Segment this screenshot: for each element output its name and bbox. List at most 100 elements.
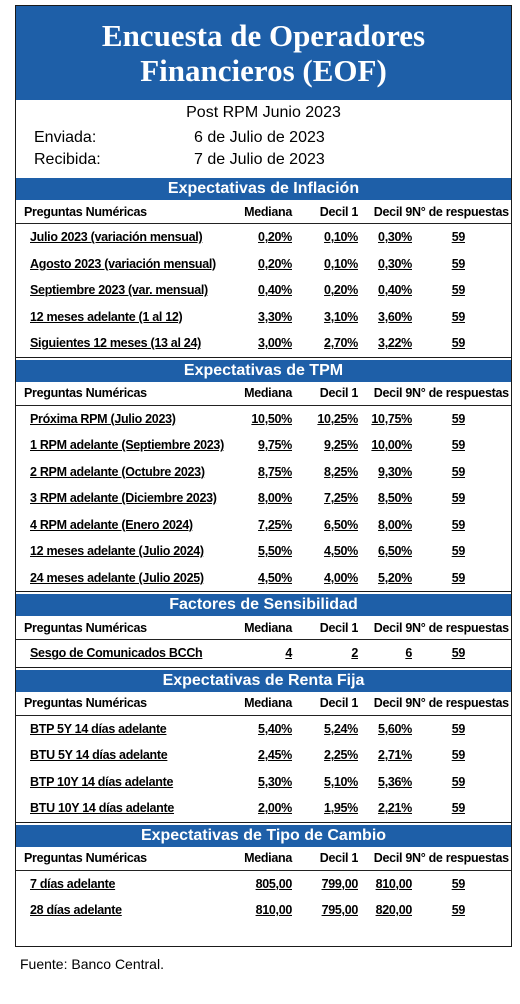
decil-9-cell: 6 bbox=[405, 646, 412, 661]
decil-9-cell: 2,21% bbox=[378, 801, 412, 816]
decil-1-cell: 799,00 bbox=[321, 876, 359, 891]
median-cell: 8,75% bbox=[258, 464, 292, 479]
decil-1-cell: 5,24% bbox=[324, 721, 358, 736]
responses-cell: 59 bbox=[451, 774, 466, 789]
decil-1-cell: 8,25% bbox=[324, 464, 358, 479]
question-cell: 1 RPM adelante (Septiembre 2023) bbox=[30, 438, 224, 453]
table-header: Preguntas Numéricas Mediana Decil 1 Decil 9… bbox=[16, 200, 511, 224]
decil-1-cell: 2,25% bbox=[324, 748, 358, 763]
median-cell: 3,00% bbox=[258, 336, 292, 351]
median-cell: 0,40% bbox=[258, 283, 292, 298]
title-line-2: Financieros (EOF) bbox=[140, 53, 387, 88]
decil-1-cell: 4,00% bbox=[324, 570, 358, 585]
section: Expectativas de Tipo de Cambio Preguntas … bbox=[16, 824, 511, 924]
median-cell: 5,50% bbox=[258, 544, 292, 559]
decil-1-cell: 3,10% bbox=[324, 309, 358, 324]
column-header-question: Preguntas Numéricas bbox=[24, 204, 147, 219]
column-header-median: Mediana bbox=[244, 696, 292, 710]
decil-9-cell: 2,71% bbox=[378, 748, 412, 763]
decil-9-cell: 10,00% bbox=[371, 438, 412, 453]
section-title: Expectativas de Tipo de Cambio bbox=[16, 824, 511, 847]
responses-cell: 59 bbox=[451, 491, 466, 506]
question-cell: BTP 10Y 14 días adelante bbox=[30, 774, 174, 789]
sections-container: Expectativas de Inflación Preguntas Numér… bbox=[16, 178, 511, 924]
decil-9-cell: 8,00% bbox=[378, 517, 412, 532]
section-title: Expectativas de Renta Fija bbox=[16, 669, 511, 692]
responses-cell: 59 bbox=[451, 570, 466, 585]
column-header-question: Preguntas Numéricas bbox=[24, 851, 147, 865]
table-header: Preguntas Numéricas Mediana Decil 1 Decil 9… bbox=[16, 616, 511, 640]
median-cell: 2,45% bbox=[258, 748, 292, 763]
median-cell: 3,30% bbox=[258, 309, 292, 324]
median-cell: 7,25% bbox=[258, 517, 292, 532]
question-cell: 7 días adelante bbox=[30, 876, 116, 891]
table-row: Agosto 2023 (variación mensual) 0,20% 0,10… bbox=[16, 251, 511, 278]
decil-9-cell: 6,50% bbox=[378, 544, 412, 559]
responses-cell: 59 bbox=[451, 230, 466, 245]
column-header-d9: Decil 9 bbox=[373, 620, 413, 635]
section-title: Factores de Sensibilidad bbox=[16, 594, 511, 616]
question-cell: 12 meses adelante (1 al 12) bbox=[30, 309, 183, 324]
sent-value: 6 de Julio de 2023 bbox=[194, 129, 325, 146]
section: Expectativas de Renta Fija Preguntas Numé… bbox=[16, 669, 511, 825]
survey-meta: Post RPM Junio 2023 Enviada: 6 de Julio … bbox=[16, 100, 511, 178]
decil-1-cell: 795,00 bbox=[321, 903, 359, 918]
table-row: BTU 5Y 14 días adelante 2,45% 2,25% 2,71% 59 bbox=[16, 742, 511, 769]
table-row: 7 días adelante 805,00 799,00 810,00 59 bbox=[16, 871, 511, 898]
question-cell: 24 meses adelante (Julio 2025) bbox=[30, 570, 204, 585]
table-row: 2 RPM adelante (Octubre 2023) 8,75% 8,25% 9… bbox=[16, 459, 511, 486]
column-header-question: Preguntas Numéricas bbox=[24, 696, 147, 710]
table-row: 24 meses adelante (Julio 2025) 4,50% 4,00%… bbox=[16, 565, 511, 592]
table-row: 1 RPM adelante (Septiembre 2023) 9,75% 9,2… bbox=[16, 432, 511, 459]
median-cell: 2,00% bbox=[258, 801, 292, 816]
table-row: 4 RPM adelante (Enero 2024) 7,25% 6,50% 8,0… bbox=[16, 512, 511, 539]
decil-1-cell: 2,70% bbox=[324, 336, 358, 351]
section-title: Expectativas de TPM bbox=[16, 359, 511, 382]
title-line-1: Encuesta de Operadores bbox=[101, 18, 426, 53]
source-footer: Fuente: Banco Central. bbox=[20, 956, 164, 972]
decil-9-cell: 5,60% bbox=[378, 721, 412, 736]
table-row: Siguientes 12 meses (13 al 24) 3,00% 2,70%… bbox=[16, 330, 511, 357]
responses-cell: 59 bbox=[451, 256, 466, 271]
question-cell: 4 RPM adelante (Enero 2024) bbox=[30, 517, 193, 532]
decil-1-cell: 5,10% bbox=[324, 774, 358, 789]
decil-1-cell: 0,20% bbox=[324, 283, 358, 298]
column-header-median: Mediana bbox=[244, 386, 292, 400]
responses-cell: 59 bbox=[451, 411, 466, 426]
section-divider bbox=[16, 356, 511, 360]
table-row: 12 meses adelante (Julio 2024) 5,50% 4,50%… bbox=[16, 538, 511, 565]
decil-9-cell: 10,75% bbox=[371, 411, 412, 426]
sent-label: Enviada: bbox=[34, 129, 97, 146]
table-header: Preguntas Numéricas Mediana Decil 1 Decil 9… bbox=[16, 692, 511, 716]
column-header-d1: Decil 1 bbox=[319, 204, 359, 219]
decil-1-cell: 1,95% bbox=[324, 801, 358, 816]
responses-cell: 59 bbox=[451, 801, 466, 816]
decil-1-cell: 4,50% bbox=[324, 544, 358, 559]
decil-9-cell: 0,40% bbox=[378, 283, 412, 298]
column-header-median: Mediana bbox=[244, 620, 292, 635]
decil-9-cell: 0,30% bbox=[378, 256, 412, 271]
column-header-count: N° de respuestas bbox=[412, 696, 509, 710]
question-cell: Sesgo de Comunicados BCCh bbox=[30, 646, 203, 661]
decil-1-cell: 7,25% bbox=[324, 491, 358, 506]
decil-9-cell: 8,50% bbox=[378, 491, 412, 506]
table-row: 12 meses adelante (1 al 12) 3,30% 3,10% 3,6… bbox=[16, 304, 511, 331]
column-header-d9: Decil 9 bbox=[373, 851, 413, 865]
section-divider bbox=[16, 666, 511, 670]
column-header-d9: Decil 9 bbox=[373, 204, 413, 219]
decil-1-cell: 0,10% bbox=[324, 230, 358, 245]
received-value: 7 de Julio de 2023 bbox=[194, 151, 325, 168]
responses-cell: 59 bbox=[451, 283, 466, 298]
question-cell: BTP 5Y 14 días adelante bbox=[30, 721, 167, 736]
median-cell: 10,50% bbox=[251, 411, 292, 426]
median-cell: 0,20% bbox=[258, 256, 292, 271]
decil-9-cell: 5,36% bbox=[378, 774, 412, 789]
responses-cell: 59 bbox=[451, 748, 466, 763]
table-row: BTP 5Y 14 días adelante 5,40% 5,24% 5,60% 59 bbox=[16, 716, 511, 743]
decil-1-cell: 6,50% bbox=[324, 517, 358, 532]
table-row: 28 días adelante 810,00 795,00 820,00 59 bbox=[16, 897, 511, 924]
table-row: 3 RPM adelante (Diciembre 2023) 8,00% 7,25… bbox=[16, 485, 511, 512]
question-cell: Agosto 2023 (variación mensual) bbox=[30, 256, 216, 271]
responses-cell: 59 bbox=[451, 903, 466, 918]
median-cell: 805,00 bbox=[255, 876, 293, 891]
